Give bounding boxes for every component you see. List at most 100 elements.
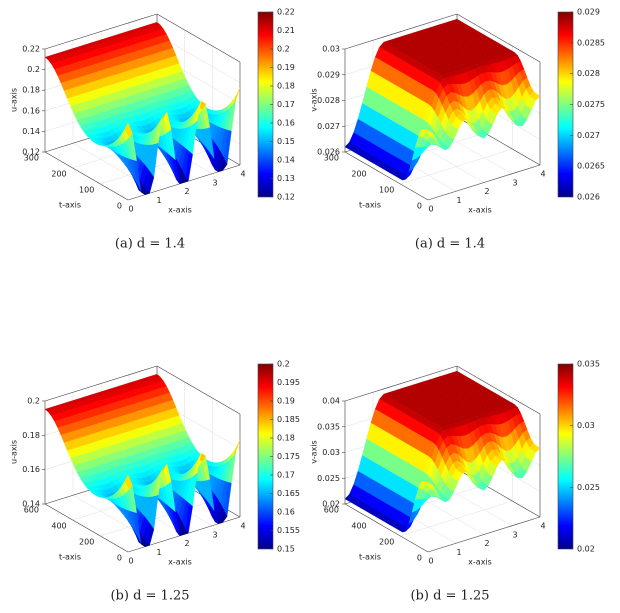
colorbar-tick-label: 0.19 [277, 63, 295, 72]
z-tick-label: 0.028 [317, 96, 340, 105]
z-tick-label: 0.04 [322, 397, 340, 406]
colorbar-tick-label: 0.155 [277, 526, 300, 535]
colorbar-tick-label: 0.18 [277, 82, 295, 91]
z-tick-label: 0.027 [317, 122, 340, 131]
x-tick-label: 4 [540, 522, 545, 531]
colorbar-tick-label: 0.21 [277, 26, 295, 35]
colorbar-tick-label: 0.026 [577, 193, 600, 202]
colorbar-tick-label: 0.22 [277, 8, 295, 17]
colorbar-tick-label: 0.02 [577, 545, 595, 554]
colorbar-tick-label: 0.19 [277, 397, 295, 406]
z-tick-label: 0.2 [27, 397, 40, 406]
axis-line [427, 516, 541, 553]
z-tick-label: 0.16 [22, 465, 40, 474]
colorbar-tick-label: 0.195 [277, 378, 300, 387]
z-axis-label: v-axis [310, 88, 319, 111]
caption: (a) d = 1.4 [115, 237, 185, 252]
x-tick-label: 4 [240, 522, 245, 531]
t-tick-label: 200 [379, 538, 394, 547]
grid-line [156, 34, 241, 83]
x-axis-label: x-axis [468, 558, 492, 567]
z-tick-label: 0.02 [322, 500, 340, 509]
t-tick-label: 300 [324, 154, 339, 163]
x-axis-label: x-axis [468, 206, 492, 215]
x-axis-label: x-axis [168, 558, 192, 567]
surface-patch [124, 122, 133, 138]
x-tick-label: 4 [540, 170, 545, 179]
x-tick-label: 1 [156, 196, 161, 205]
surface-patch [424, 480, 433, 485]
z-tick-label: 0.14 [22, 127, 40, 136]
z-axis-label: u-axis [10, 88, 19, 112]
t-tick-label: 0 [417, 202, 422, 211]
axis-line [456, 13, 541, 63]
colorbar-tick-label: 0.17 [277, 471, 295, 480]
surface [44, 22, 241, 195]
colorbar-tick-label: 0.185 [277, 415, 300, 424]
colorbar-tick-label: 0.16 [277, 119, 295, 128]
colorbar-tick-label: 0.18 [277, 434, 295, 443]
x-tick-label: 1 [156, 548, 161, 557]
colorbar-tick-label: 0.028 [577, 69, 600, 78]
x-tick-label: 1 [456, 196, 461, 205]
axis-line [44, 365, 158, 402]
t-tick-label: 100 [79, 186, 94, 195]
x-tick-label: 0 [128, 557, 133, 566]
colorbar-tick-label: 0.12 [277, 193, 295, 202]
z-tick-label: 0.18 [22, 86, 40, 95]
x-tick-label: 0 [128, 205, 133, 214]
x-tick-label: 0 [428, 205, 433, 214]
t-axis-label: t-axis [359, 553, 381, 562]
colorbar-tick-label: 0.03 [577, 421, 595, 430]
surface [344, 370, 541, 533]
x-tick-label: 1 [456, 548, 461, 557]
x-axis-label: x-axis [168, 206, 192, 215]
t-axis-label: t-axis [59, 553, 81, 562]
colorbar-tick-label: 0.0275 [577, 100, 605, 109]
t-tick-label: 0 [417, 554, 422, 563]
surface-patch [232, 439, 241, 458]
t-axis-label: t-axis [59, 201, 81, 210]
colorbar-tick-label: 0.025 [577, 483, 600, 492]
t-axis-label: t-axis [359, 201, 381, 210]
z-tick-label: 0.2 [27, 65, 40, 74]
z-tick-label: 0.18 [22, 431, 40, 440]
colorbar-tick-label: 0.175 [277, 452, 300, 461]
z-tick-label: 0.03 [322, 448, 340, 457]
surface-patch [124, 474, 133, 490]
colorbar [557, 363, 574, 550]
z-axis-label: v-axis [310, 440, 319, 463]
t-tick-label: 300 [24, 154, 39, 163]
z-tick-label: 0.14 [22, 500, 40, 509]
caption: (a) d = 1.4 [415, 237, 485, 252]
t-tick-label: 100 [379, 186, 394, 195]
t-tick-label: 400 [51, 522, 66, 531]
z-tick-label: 0.029 [317, 70, 340, 79]
colorbar-tick-label: 0.15 [277, 545, 295, 554]
x-tick-label: 3 [512, 530, 517, 539]
axis-line [344, 151, 429, 201]
subfigure: 0.12 0.14 0.16 0.18 0.2 0.22 0 100 200 300 0 1 2 3 4 u-… [10, 8, 295, 252]
x-tick-label: 2 [184, 539, 189, 548]
x-tick-label: 0 [428, 557, 433, 566]
colorbar-tick-label: 0.16 [277, 508, 295, 517]
axis-line [344, 13, 458, 50]
z-axis-label: u-axis [10, 440, 19, 464]
t-tick-label: 400 [351, 522, 366, 531]
x-tick-label: 3 [212, 178, 217, 187]
z-tick-label: 0.22 [22, 45, 40, 54]
colorbar-tick-label: 0.0285 [577, 38, 605, 47]
z-tick-label: 0.12 [22, 148, 40, 157]
colorbar-tick-label: 0.15 [277, 137, 295, 146]
subfigure: 0.02 0.025 0.03 0.035 0.04 0 200 400 600 0 1 2 3 4 v-a… [310, 360, 600, 604]
z-tick-label: 0.025 [317, 474, 340, 483]
colorbar-tick-label: 0.027 [577, 131, 600, 140]
x-tick-label: 2 [484, 187, 489, 196]
colorbar-tick-label: 0.165 [277, 489, 300, 498]
axis-line [156, 365, 241, 415]
surface [344, 18, 541, 181]
axis-line [344, 365, 458, 402]
axis-line [456, 365, 541, 415]
surface [44, 374, 241, 547]
